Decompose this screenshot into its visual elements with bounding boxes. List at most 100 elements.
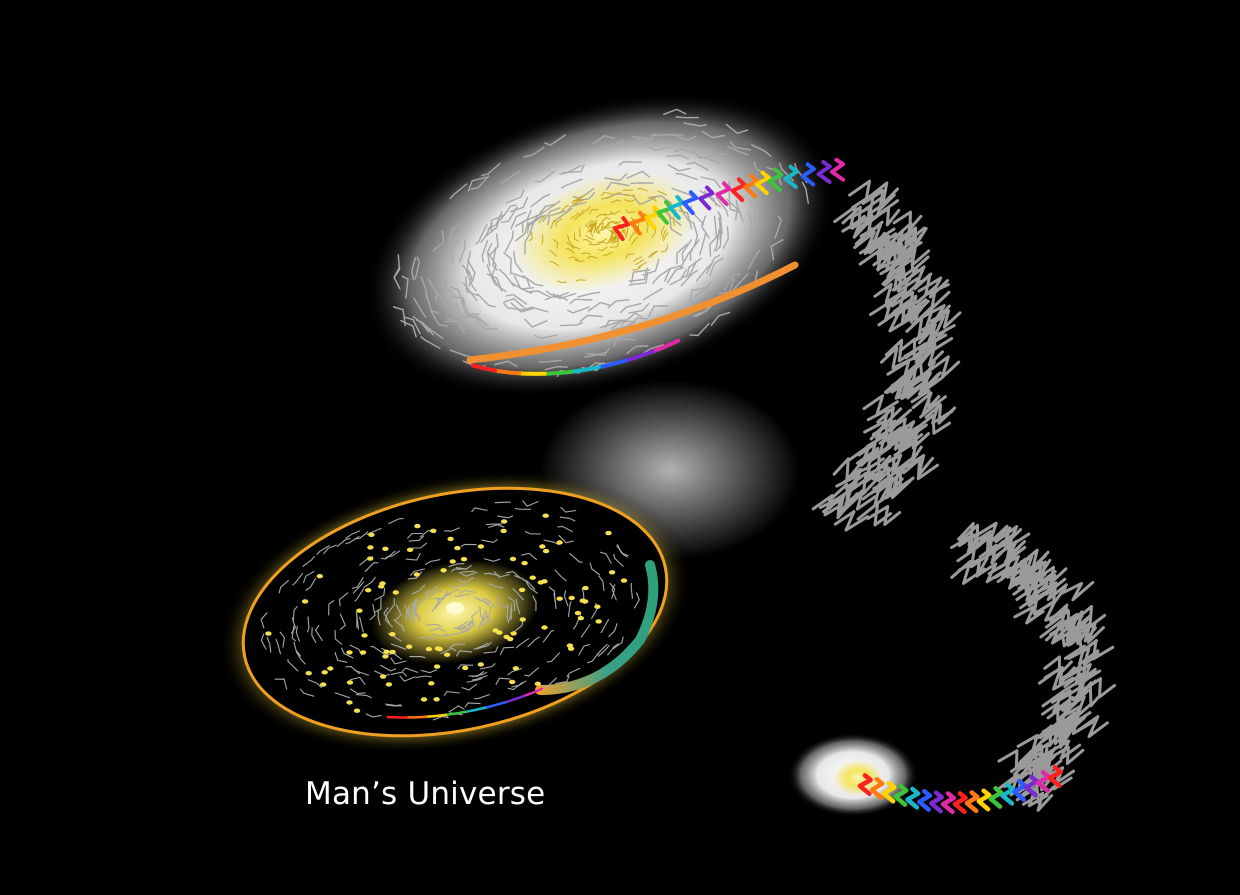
star bbox=[608, 570, 616, 575]
swirl-dash bbox=[589, 222, 595, 233]
swirl-dash bbox=[657, 190, 668, 196]
swirl-dash bbox=[544, 294, 568, 301]
swirl-dash bbox=[334, 652, 348, 663]
gray-strand bbox=[921, 304, 951, 325]
star bbox=[534, 681, 541, 686]
swirl-dash bbox=[604, 319, 628, 328]
swirl-dash bbox=[515, 598, 521, 615]
rainbow-chevron bbox=[783, 164, 799, 189]
swirl-dash bbox=[663, 108, 687, 116]
rainbow-arc-segment bbox=[484, 701, 507, 709]
swirl-dash bbox=[401, 275, 409, 299]
swirl-dash bbox=[554, 569, 567, 582]
caption-mans-universe: Man’s Universe bbox=[305, 776, 546, 812]
swirl-dash bbox=[559, 322, 583, 327]
swirl-dash bbox=[507, 607, 513, 624]
swirl-dash bbox=[555, 218, 562, 227]
swirl-dash bbox=[610, 209, 621, 215]
swirl-dash bbox=[481, 239, 489, 263]
star bbox=[529, 575, 536, 580]
swirl-dash bbox=[412, 315, 430, 333]
swirl-dash bbox=[675, 172, 698, 181]
swirl-dash bbox=[410, 257, 417, 281]
star bbox=[594, 604, 601, 609]
swirl-dash bbox=[468, 670, 485, 677]
gray-strand bbox=[862, 394, 899, 417]
swirl-dash bbox=[599, 551, 612, 564]
swirl-dash bbox=[512, 588, 525, 601]
swirl-dash bbox=[513, 574, 529, 584]
swirl-dash bbox=[683, 122, 707, 127]
swirl-dash bbox=[448, 705, 465, 713]
swirl-dash bbox=[399, 675, 416, 682]
swirl-dash bbox=[620, 302, 642, 313]
gray-strand bbox=[992, 526, 1023, 548]
star bbox=[316, 574, 323, 579]
swirl-dash bbox=[386, 704, 403, 707]
swirl-dash bbox=[504, 230, 514, 253]
star bbox=[541, 625, 548, 630]
swirl-dash bbox=[381, 550, 396, 560]
swirl-dash bbox=[647, 197, 658, 203]
swirl-dash bbox=[489, 233, 499, 256]
swirl-dash bbox=[403, 604, 408, 622]
swirl-dash bbox=[411, 542, 428, 549]
swirl-dash bbox=[617, 138, 641, 146]
gray-strand bbox=[1033, 574, 1067, 596]
swirl-dash bbox=[461, 683, 478, 691]
swirl-dash bbox=[700, 215, 710, 239]
swirl-dash bbox=[474, 195, 492, 213]
swirl-dash bbox=[487, 211, 503, 230]
gray-strand bbox=[904, 359, 936, 382]
star bbox=[443, 652, 451, 657]
gray-strand bbox=[873, 282, 907, 304]
swirl-dash bbox=[383, 607, 391, 624]
swirl-dash bbox=[566, 667, 581, 678]
swirl-dash bbox=[385, 703, 402, 707]
swirl-dash bbox=[513, 343, 537, 347]
gray-strand bbox=[896, 226, 928, 248]
gray-strand bbox=[1033, 598, 1070, 622]
swirl-dash bbox=[340, 647, 354, 659]
gray-strand bbox=[1020, 548, 1050, 571]
rainbow-chevron bbox=[952, 791, 968, 815]
swirl-dash bbox=[291, 572, 304, 586]
swirl-dash bbox=[355, 694, 372, 699]
swirl-dash bbox=[457, 664, 474, 670]
swirl-dash bbox=[610, 220, 621, 224]
swirl-dash bbox=[584, 219, 593, 227]
gray-strand bbox=[866, 407, 903, 428]
gray-strand bbox=[876, 257, 913, 277]
swirl-dash bbox=[540, 200, 561, 215]
star bbox=[496, 630, 503, 635]
swirl-dash bbox=[472, 674, 488, 681]
swirl-dash bbox=[717, 211, 723, 235]
gray-strand bbox=[890, 379, 927, 400]
gray-strand bbox=[913, 344, 944, 367]
swirl-dash bbox=[566, 241, 575, 250]
rainbow-chevron bbox=[893, 783, 909, 807]
swirl-dash bbox=[409, 568, 425, 577]
rainbow-chevron bbox=[830, 157, 845, 182]
swirl-dash bbox=[648, 195, 672, 204]
swirl-dash bbox=[356, 613, 359, 630]
swirl-dash bbox=[618, 160, 642, 166]
swirl-dash bbox=[406, 604, 414, 622]
swirl-dash bbox=[354, 588, 365, 602]
swirl-dash bbox=[565, 248, 575, 254]
swirl-dash bbox=[662, 229, 667, 240]
swirl-dash bbox=[675, 116, 699, 119]
rainbow-chevron bbox=[905, 786, 921, 810]
swirl-dash bbox=[587, 301, 611, 312]
swirl-dash bbox=[740, 175, 757, 194]
gray-strand bbox=[919, 400, 954, 425]
star bbox=[518, 587, 526, 593]
swirl-dash bbox=[499, 646, 515, 656]
gray-strand bbox=[832, 457, 863, 482]
swirl-dash bbox=[449, 643, 465, 649]
gray-strand bbox=[1047, 739, 1082, 761]
swirl-dash bbox=[663, 265, 682, 282]
swirl-dash bbox=[609, 582, 616, 599]
swirl-dash bbox=[563, 590, 569, 607]
star bbox=[392, 590, 399, 595]
